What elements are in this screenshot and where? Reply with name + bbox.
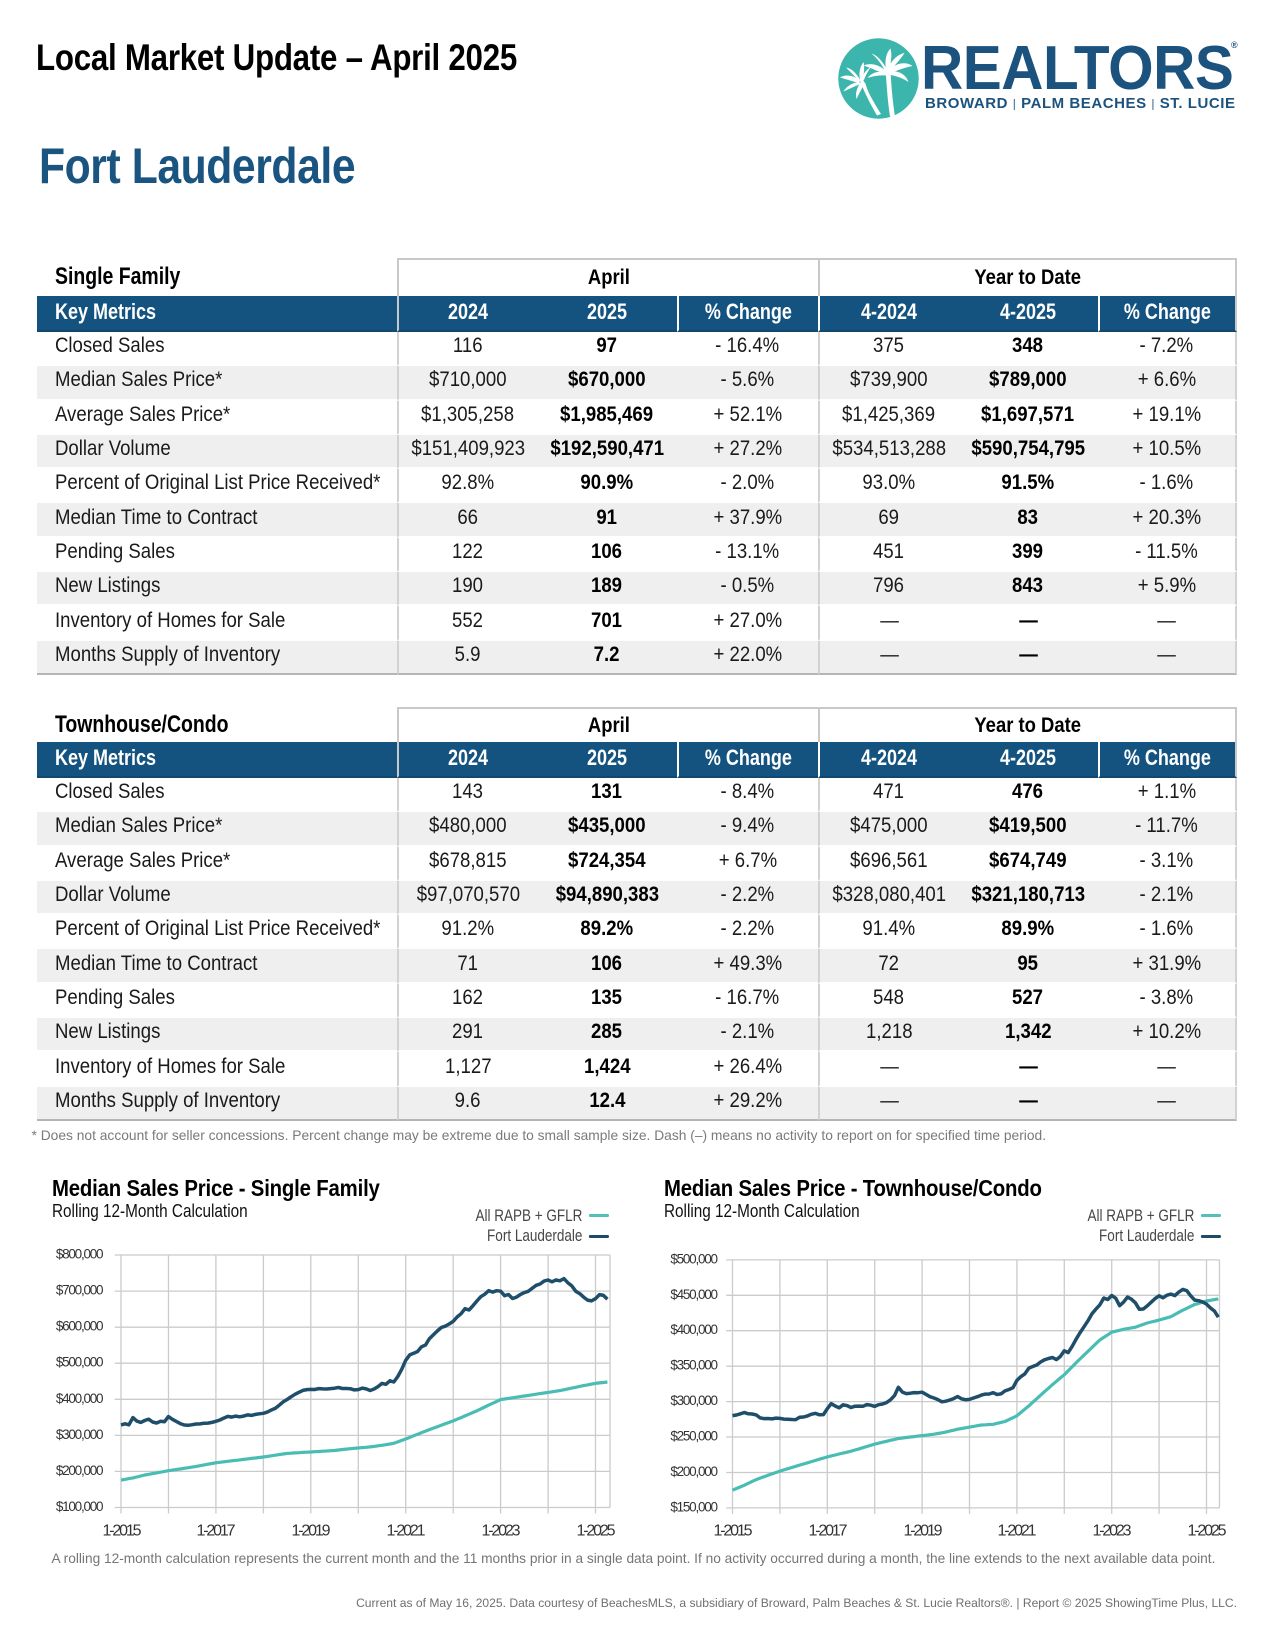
svg-text:1-2025: 1-2025 (577, 1523, 616, 1540)
svg-text:$250,000: $250,000 (670, 1429, 718, 1444)
svg-text:1-2017: 1-2017 (197, 1523, 236, 1540)
svg-text:1-2021: 1-2021 (387, 1523, 426, 1540)
svg-text:1-2019: 1-2019 (292, 1523, 331, 1540)
svg-text:1-2021: 1-2021 (998, 1523, 1037, 1540)
svg-text:1-2015: 1-2015 (103, 1523, 142, 1540)
svg-text:1-2023: 1-2023 (482, 1523, 521, 1540)
svg-text:$150,000: $150,000 (670, 1499, 718, 1514)
svg-text:$300,000: $300,000 (56, 1427, 104, 1442)
svg-text:$700,000: $700,000 (56, 1283, 104, 1298)
svg-text:$500,000: $500,000 (56, 1355, 104, 1370)
svg-text:$350,000: $350,000 (670, 1358, 718, 1373)
svg-text:$800,000: $800,000 (56, 1247, 104, 1262)
svg-text:$200,000: $200,000 (670, 1464, 718, 1479)
svg-text:$450,000: $450,000 (670, 1287, 718, 1302)
svg-text:1-2017: 1-2017 (809, 1523, 848, 1540)
svg-text:1-2025: 1-2025 (1188, 1523, 1227, 1540)
svg-text:$400,000: $400,000 (56, 1391, 104, 1406)
svg-text:$100,000: $100,000 (56, 1499, 104, 1514)
svg-text:1-2019: 1-2019 (904, 1523, 943, 1540)
svg-text:$400,000: $400,000 (670, 1322, 718, 1337)
svg-text:$500,000: $500,000 (670, 1251, 718, 1266)
svg-text:$200,000: $200,000 (56, 1463, 104, 1478)
svg-text:1-2015: 1-2015 (714, 1523, 753, 1540)
svg-text:$300,000: $300,000 (670, 1393, 718, 1408)
svg-text:1-2023: 1-2023 (1093, 1523, 1132, 1540)
svg-text:$600,000: $600,000 (56, 1319, 104, 1334)
